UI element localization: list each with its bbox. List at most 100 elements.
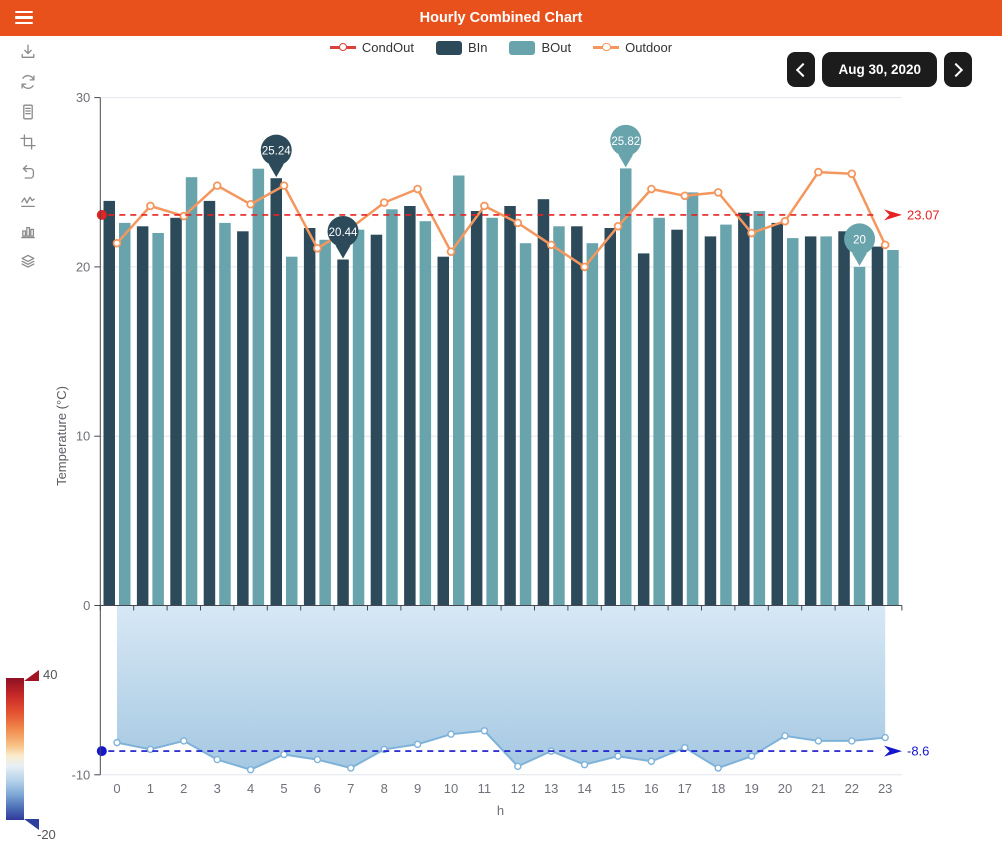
outdoor-point-h12[interactable] [513, 218, 523, 228]
bar-bout-h23[interactable] [887, 250, 899, 606]
outdoor-line-series[interactable] [112, 167, 890, 272]
bar-chart-type-icon[interactable] [0, 218, 55, 246]
condout-point-h19[interactable] [747, 752, 756, 760]
bar-bin-h4[interactable] [237, 231, 249, 606]
condout-point-h17[interactable] [681, 744, 689, 752]
condout-point-h1[interactable] [146, 745, 155, 754]
date-display[interactable]: Aug 30, 2020 [822, 52, 937, 87]
bar-bin-h15[interactable] [604, 228, 617, 606]
save-image-icon[interactable] [0, 38, 55, 66]
restore-zoom-icon[interactable] [0, 158, 55, 186]
markpoint-pin-25.24[interactable]: 25.24 [260, 134, 292, 178]
outdoor-point-h18[interactable] [713, 188, 723, 197]
visualmap-handle-top[interactable] [24, 670, 39, 681]
outdoor-point-h19[interactable] [747, 228, 756, 238]
bar-bout-h11[interactable] [486, 217, 498, 606]
bar-bin-h18[interactable] [704, 236, 717, 606]
bar-bout-h7[interactable] [352, 229, 365, 606]
bar-bout-h13[interactable] [553, 226, 565, 606]
bar-bout-h10[interactable] [453, 175, 465, 606]
outdoor-point-h6[interactable] [313, 243, 322, 253]
bar-bin-h20[interactable] [771, 222, 784, 606]
condout-point-h6[interactable] [313, 755, 322, 764]
condout-point-h2[interactable] [180, 737, 188, 745]
bar-bin-h6[interactable] [303, 228, 316, 606]
bar-bout-h9[interactable] [419, 221, 432, 606]
outdoor-point-h1[interactable] [146, 201, 155, 211]
bar-bin-h14[interactable] [571, 226, 583, 606]
condout-point-h23[interactable] [881, 733, 889, 742]
outdoor-point-h23[interactable] [880, 240, 890, 250]
bar-bin-h5[interactable] [270, 178, 283, 606]
condout-point-h22[interactable] [848, 737, 856, 745]
condout-point-h0[interactable] [113, 738, 121, 747]
bar-bout-h5[interactable] [286, 256, 298, 606]
bar-bout-h16[interactable] [653, 217, 665, 606]
bar-series-bin[interactable] [103, 178, 884, 606]
outdoor-point-h3[interactable] [212, 181, 222, 190]
condout-point-h15[interactable] [614, 752, 622, 760]
bar-bin-h10[interactable] [437, 256, 450, 606]
outdoor-point-h17[interactable] [680, 191, 690, 201]
bar-bout-h8[interactable] [386, 209, 398, 606]
outdoor-point-h13[interactable] [546, 240, 556, 250]
outdoor-point-h22[interactable] [847, 169, 857, 179]
condout-point-h18[interactable] [714, 764, 722, 772]
bar-bout-h3[interactable] [219, 222, 231, 606]
condout-point-h20[interactable] [781, 732, 789, 740]
outdoor-point-h4[interactable] [246, 199, 255, 209]
bar-bout-h20[interactable] [787, 238, 799, 606]
bar-series-bout[interactable] [119, 168, 899, 606]
bar-bin-h12[interactable] [504, 206, 516, 606]
bar-bin-h21[interactable] [804, 236, 817, 606]
visualmap-handle-bottom[interactable] [24, 819, 39, 830]
outdoor-point-h14[interactable] [580, 262, 589, 272]
prev-day-button[interactable] [787, 52, 816, 87]
outdoor-point-h21[interactable] [814, 167, 823, 177]
outdoor-point-h9[interactable] [413, 184, 422, 194]
outdoor-point-h10[interactable] [446, 247, 456, 256]
bar-bout-h22[interactable] [853, 266, 866, 606]
legend-item-bin[interactable]: BIn [435, 40, 487, 55]
outdoor-point-h5[interactable] [279, 181, 289, 190]
condout-point-h14[interactable] [580, 760, 589, 769]
condout-point-h11[interactable] [480, 727, 489, 735]
condout-point-h3[interactable] [213, 755, 221, 764]
data-zoom-icon[interactable] [0, 128, 55, 156]
outdoor-line[interactable] [116, 170, 887, 269]
data-view-icon[interactable] [0, 98, 55, 126]
condout-line[interactable] [116, 729, 886, 771]
bar-bin-h19[interactable] [738, 212, 750, 606]
bar-bin-h8[interactable] [370, 234, 383, 606]
outdoor-point-h2[interactable] [179, 211, 189, 221]
bar-bout-h18[interactable] [720, 224, 732, 606]
stack-icon[interactable] [0, 248, 55, 276]
condout-point-h12[interactable] [514, 762, 522, 771]
bar-bin-h11[interactable] [470, 211, 483, 606]
line-chart-type-icon[interactable] [0, 188, 55, 216]
next-day-button[interactable] [944, 52, 972, 87]
bar-bin-h3[interactable] [203, 200, 216, 606]
bar-bout-h12[interactable] [519, 243, 532, 606]
bar-bin-h2[interactable] [170, 217, 182, 606]
bar-bout-h17[interactable] [686, 192, 699, 606]
legend-item-condout[interactable]: CondOut [329, 40, 414, 55]
legend-item-outdoor[interactable]: Outdoor [593, 40, 672, 55]
legend-item-bout[interactable]: BOut [509, 40, 571, 55]
bar-bin-h1[interactable] [136, 226, 149, 606]
outdoor-point-h16[interactable] [647, 184, 656, 194]
condout-point-h4[interactable] [246, 766, 255, 774]
bar-bout-h6[interactable] [319, 239, 331, 606]
bar-bin-h23[interactable] [871, 246, 884, 606]
bar-bin-h13[interactable] [537, 199, 550, 606]
outdoor-point-h8[interactable] [379, 198, 389, 207]
bar-bin-h22[interactable] [838, 231, 850, 606]
bar-bin-h0[interactable] [103, 200, 116, 606]
bar-bout-h1[interactable] [152, 233, 164, 606]
outdoor-point-h11[interactable] [480, 201, 489, 211]
condout-point-h21[interactable] [814, 737, 823, 745]
bar-bout-h15[interactable] [620, 168, 632, 606]
condout-area-series[interactable] [113, 605, 889, 774]
outdoor-point-h20[interactable] [780, 216, 790, 226]
bar-bout-h2[interactable] [185, 177, 198, 606]
